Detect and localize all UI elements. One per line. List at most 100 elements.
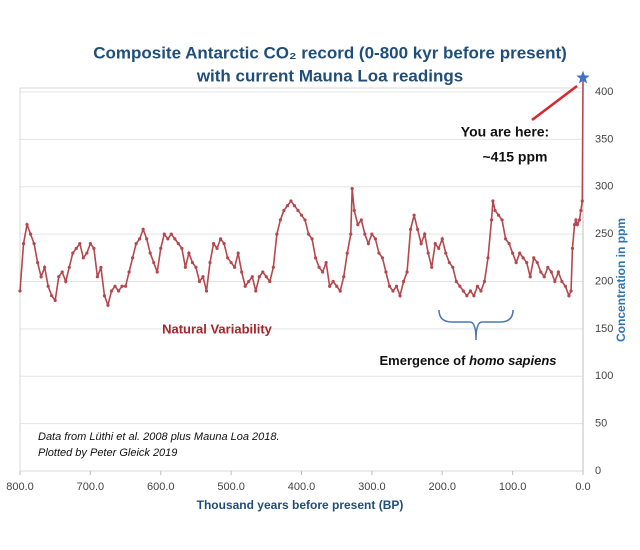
data-point (317, 265, 321, 269)
data-point (556, 270, 560, 274)
data-point (525, 260, 529, 265)
data-point (440, 237, 444, 241)
data-point (183, 265, 187, 269)
data-point (500, 218, 504, 222)
data-point (204, 289, 209, 293)
data-point (222, 242, 226, 246)
data-point (405, 270, 409, 274)
data-point (116, 289, 121, 293)
data-point (261, 270, 265, 274)
x-tick-label: 700.0 (77, 481, 105, 493)
data-point (28, 232, 33, 236)
data-point (363, 232, 367, 236)
data-point (380, 256, 385, 260)
data-point (67, 265, 71, 269)
data-point (546, 265, 550, 269)
brace (438, 309, 514, 341)
data-point (366, 242, 370, 246)
data-point (433, 242, 437, 246)
data-point (78, 242, 82, 246)
data-point (437, 246, 441, 250)
data-point (528, 275, 532, 279)
y-tick-label: 400 (595, 86, 613, 98)
data-point (577, 218, 582, 222)
data-point (233, 265, 237, 269)
source-note: Data from Lüthi et al. 2008 plus Mauna L… (38, 431, 280, 443)
x-tick-label: 400.0 (288, 481, 316, 493)
data-point (46, 284, 50, 288)
data-point (377, 251, 381, 255)
data-point (264, 275, 268, 279)
data-point (370, 232, 374, 236)
data-point (324, 260, 328, 265)
data-point (580, 199, 584, 203)
data-point (141, 227, 145, 231)
x-tick-label: 800.0 (6, 481, 34, 493)
x-tick-label: 600.0 (147, 481, 175, 493)
data-point (81, 256, 85, 260)
data-point (236, 251, 240, 255)
data-point (454, 279, 458, 284)
annotation: ~415 ppm (483, 149, 548, 165)
data-point (240, 270, 244, 274)
data-point (569, 289, 573, 293)
data-point (109, 289, 114, 293)
data-point (32, 242, 36, 246)
data-point (430, 265, 434, 269)
data-point (57, 275, 61, 279)
data-point (384, 270, 388, 274)
data-point (328, 284, 332, 288)
data-point (491, 199, 495, 203)
data-point (155, 270, 159, 274)
data-point (102, 294, 107, 298)
data-point (138, 237, 142, 241)
chart-title: Composite Antarctic CO₂ record (0-800 ky… (93, 43, 567, 62)
data-point (296, 208, 300, 213)
data-point (95, 275, 100, 279)
data-point (131, 256, 135, 260)
data-point (345, 251, 349, 255)
data-point (18, 289, 22, 293)
arrow (531, 85, 578, 121)
data-point (201, 275, 205, 279)
data-point (458, 284, 462, 288)
data-point (482, 279, 487, 284)
annotation: Natural Variability (162, 321, 273, 336)
data-point (282, 208, 286, 213)
data-point (539, 270, 543, 274)
data-point (350, 187, 354, 191)
data-point (489, 218, 494, 222)
chart-title: with current Mauna Loa readings (196, 66, 463, 85)
data-point (514, 260, 518, 265)
data-point (247, 279, 251, 284)
x-axis-label: Thousand years before present (BP) (197, 498, 404, 512)
data-point (43, 265, 47, 269)
data-point (275, 232, 279, 236)
data-point (50, 294, 54, 298)
data-point (511, 251, 515, 255)
data-point (447, 260, 451, 265)
data-point (21, 242, 26, 246)
x-tick-label: 200.0 (428, 481, 456, 493)
data-point (486, 256, 490, 260)
data-point (166, 237, 170, 241)
data-point (285, 204, 290, 208)
data-point (465, 294, 469, 298)
data-point (74, 246, 78, 250)
data-point (349, 232, 353, 236)
data-point (25, 223, 29, 227)
source-note: Plotted by Peter Gleick 2019 (38, 447, 177, 459)
y-tick-label: 200 (595, 275, 613, 287)
y-tick-label: 300 (595, 181, 613, 193)
data-point (303, 218, 307, 222)
y-tick-label: 150 (595, 323, 613, 335)
data-point (574, 218, 578, 222)
data-point (299, 213, 304, 217)
data-point (211, 242, 216, 246)
data-point (391, 289, 395, 293)
plot-frame (19, 87, 584, 472)
data-point (412, 213, 416, 217)
data-point (289, 199, 293, 203)
data-point (271, 265, 275, 269)
y-tick-label: 0 (595, 465, 601, 477)
